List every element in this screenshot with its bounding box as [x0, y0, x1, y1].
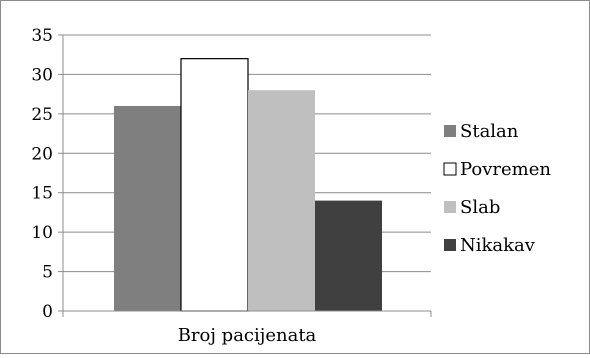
bar-stalan [114, 105, 181, 311]
bar-slab [248, 90, 315, 311]
legend-swatch-povremen [443, 162, 457, 176]
legend-swatch-slab [444, 201, 456, 213]
y-tick-label-15: 15 [31, 184, 53, 204]
legend-label-stalan: Stalan [460, 121, 519, 142]
legend-label-povremen: Povremen [460, 159, 551, 180]
legend-swatch-stalan [444, 125, 456, 137]
legend-label-slab: Slab [460, 197, 500, 218]
y-axis-tick-labels: 0 5 10 15 20 25 30 35 [31, 26, 53, 322]
legend: Stalan Povremen Slab Nikakav [443, 121, 551, 256]
y-tick-label-25: 25 [31, 105, 53, 125]
y-tick-label-10: 10 [31, 223, 53, 243]
bar-nikakav [315, 200, 382, 311]
y-tick-label-20: 20 [31, 144, 53, 164]
bar-povremen [180, 58, 249, 312]
legend-swatch-nikakav [444, 239, 456, 251]
x-axis-category-labels: Broj pacijenata [178, 325, 317, 346]
y-tick-label-5: 5 [42, 263, 53, 283]
legend-label-nikakav: Nikakav [460, 235, 536, 256]
y-tick-label-35: 35 [31, 26, 53, 46]
y-tick-label-0: 0 [42, 302, 53, 322]
bar-chart: 0 5 10 15 20 25 30 35 Broj pacijenata Stalan Pov… [31, 26, 551, 346]
x-category-label: Broj pacijenata [178, 325, 317, 346]
bars [114, 58, 382, 312]
y-tick-label-30: 30 [31, 65, 53, 85]
axes [62, 35, 432, 317]
